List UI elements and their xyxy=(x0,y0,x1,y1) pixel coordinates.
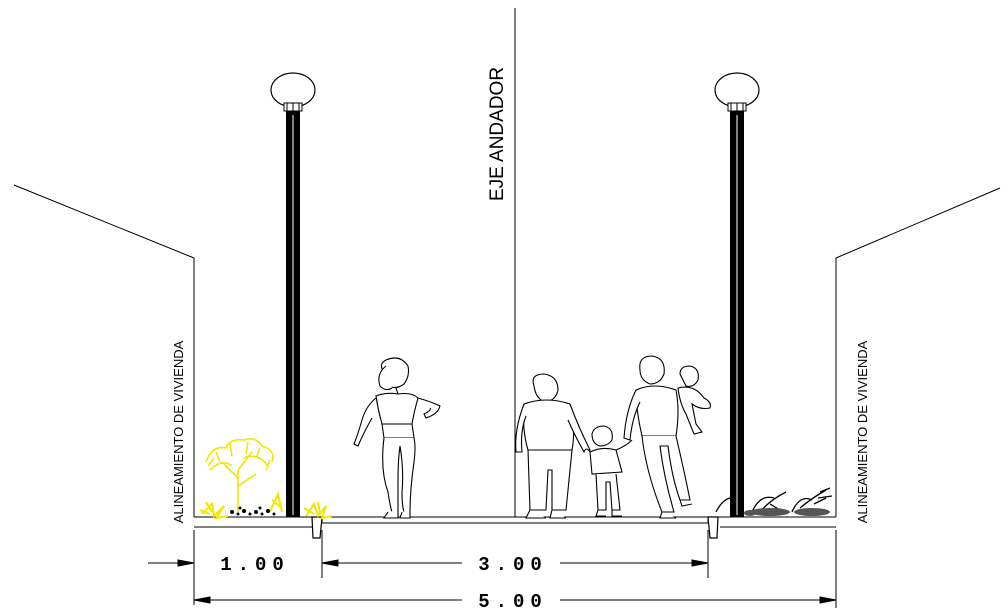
ground-cover-left xyxy=(230,506,276,516)
tree-yellow xyxy=(205,438,274,512)
dimension-total xyxy=(193,530,837,608)
dimension-total-label: 5.00 xyxy=(478,591,548,613)
pedestrian-child xyxy=(583,425,633,517)
ground-line xyxy=(194,516,836,528)
dimension-planter-label: 1.00 xyxy=(220,554,290,576)
dimension-walkway xyxy=(321,530,709,578)
dimension-walkway-label: 3.00 xyxy=(478,554,548,576)
lamp-post-right xyxy=(714,72,760,517)
shrubs-yellow-left xyxy=(199,490,333,520)
house-outline-left xyxy=(13,184,195,517)
dimension-planter xyxy=(148,530,323,605)
axis-label: EJE ANDADOR xyxy=(487,67,508,201)
pedestrian-woman-with-child xyxy=(515,373,591,519)
house-outline-right xyxy=(835,187,1001,517)
walkway-slab xyxy=(321,516,709,524)
shrubs-right xyxy=(715,487,833,513)
lamp-post-left xyxy=(270,72,316,517)
pedestrian-man-carrying-child xyxy=(623,355,711,519)
alignment-label-left: ALINEAMIENTO DE VIVIENDA xyxy=(171,340,186,523)
ground-cover-right xyxy=(744,508,830,516)
curb-right xyxy=(707,516,719,539)
alignment-label-right: ALINEAMIENTO DE VIVIENDA xyxy=(855,340,870,523)
pedestrian-woman xyxy=(353,357,441,519)
curb-left xyxy=(311,516,323,539)
